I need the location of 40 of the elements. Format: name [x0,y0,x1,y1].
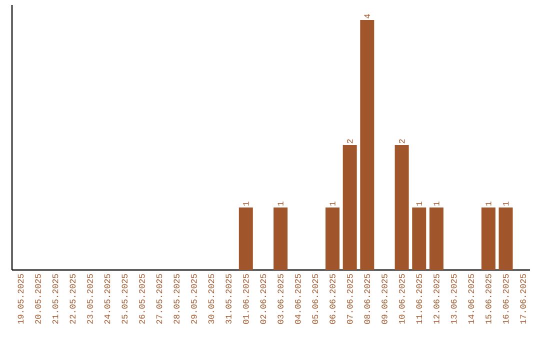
data-label: 4 [364,14,370,18]
data-label: 1 [502,202,509,206]
x-tick-label: 03.06.2025 [278,274,284,324]
data-label: 1 [416,202,422,206]
x-tick-label: 12.06.2025 [434,274,440,324]
x-tick-label: 04.06.2025 [294,274,301,324]
x-tick-label: 27.05.2025 [156,274,162,324]
x-tick-label: 23.05.2025 [87,274,93,324]
x-tick-label: 25.05.2025 [122,274,128,324]
x-tick-label: 17.06.2025 [520,274,526,324]
x-tick-label: 30.05.2025 [208,274,214,324]
x-tick-label: 13.06.2025 [450,274,457,324]
x-tick-label: 20.05.2025 [35,274,41,324]
x-tick-label: 24.05.2025 [104,274,110,324]
x-tick-label: 19.05.2025 [18,274,24,324]
x-tick-label: 05.06.2025 [312,274,318,324]
x-tick-label: 07.06.2025 [346,274,353,324]
data-label: 1 [486,202,492,206]
x-tick-label: 29.05.2025 [191,274,197,324]
data-label: 2 [398,139,405,144]
x-tick-label: 09.06.2025 [382,274,388,324]
data-label: 1 [243,202,249,206]
x-tick-label: 14.06.2025 [468,274,474,324]
x-tick-label: 01.06.2025 [243,274,249,324]
x-tick-label: 28.05.2025 [174,274,180,324]
data-label: 1 [278,202,284,206]
x-tick-label: 10.06.2025 [398,274,405,324]
x-tick-label: 26.05.2025 [139,274,145,324]
x-tick-label: 06.06.2025 [330,274,336,324]
data-label: 2 [346,139,353,144]
x-tick-label: 11.06.2025 [416,274,422,324]
x-tick-label: 02.06.2025 [260,274,266,324]
data-label: 1 [330,202,336,206]
data-label: 1 [434,202,440,206]
x-tick-label: 31.05.2025 [226,274,232,324]
x-tick-label: 21.05.2025 [52,274,58,324]
x-tick-label: 16.06.2025 [502,274,509,324]
x-tick-label: 15.06.2025 [486,274,492,324]
x-tick-label: 08.06.2025 [364,274,370,324]
x-tick-label: 22.05.2025 [70,274,76,324]
